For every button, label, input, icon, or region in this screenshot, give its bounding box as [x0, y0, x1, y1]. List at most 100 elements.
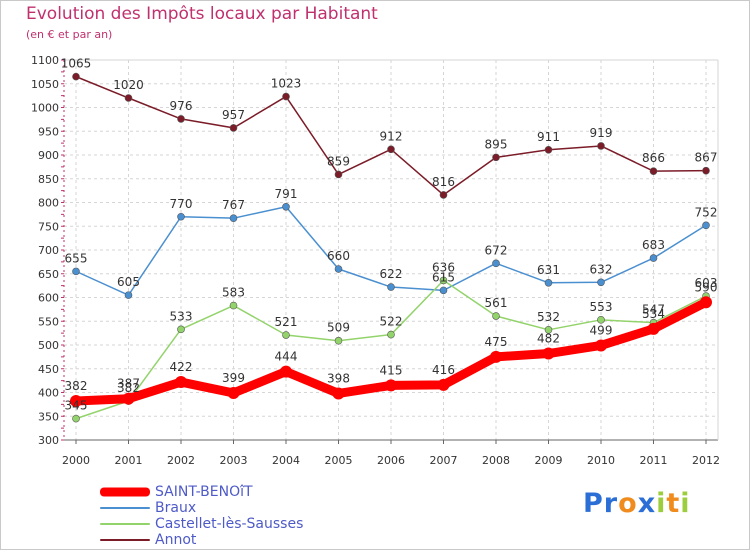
x-tick-label: 2001 — [115, 454, 143, 467]
data-point — [387, 330, 395, 339]
legend-swatch — [100, 487, 150, 497]
y-tick-label: 550 — [38, 315, 59, 328]
data-point — [124, 291, 133, 299]
y-tick-label: 1100 — [31, 54, 59, 67]
data-point — [229, 214, 238, 222]
data-label: 398 — [327, 371, 350, 385]
data-point — [597, 142, 605, 150]
data-point — [229, 124, 238, 132]
logo-letter: t — [666, 488, 681, 519]
data-label: 482 — [537, 332, 560, 346]
data-point — [72, 267, 80, 276]
data-label: 509 — [327, 321, 350, 335]
data-label: 387 — [117, 377, 140, 391]
data-label: 444 — [275, 350, 298, 364]
data-label: 911 — [537, 130, 560, 144]
data-point — [542, 347, 555, 360]
legend-label: SAINT-BENOîT — [155, 484, 253, 500]
data-label: 415 — [380, 363, 403, 377]
data-label: 816 — [432, 175, 455, 189]
data-label: 867 — [695, 151, 718, 165]
data-label: 422 — [170, 360, 193, 374]
data-point — [334, 170, 343, 179]
logo-letter: r — [603, 488, 619, 519]
legend-swatch — [100, 523, 150, 525]
data-point — [385, 379, 397, 392]
x-tick-label: 2008 — [482, 454, 510, 467]
data-point — [597, 316, 605, 324]
data-point — [492, 153, 500, 162]
data-point — [702, 166, 710, 175]
data-label: 345 — [65, 399, 88, 413]
y-tick-label: 650 — [38, 268, 59, 281]
data-point — [280, 365, 292, 378]
x-tick-label: 2000 — [62, 454, 90, 467]
data-label: 605 — [117, 275, 140, 289]
x-tick-label: 2005 — [325, 454, 353, 467]
data-point — [177, 115, 185, 123]
data-point — [439, 286, 448, 295]
data-point — [72, 72, 80, 81]
data-point — [649, 167, 658, 175]
data-label: 499 — [590, 323, 613, 337]
data-label: 919 — [590, 126, 613, 140]
data-point — [490, 350, 502, 363]
data-label: 976 — [170, 99, 193, 113]
data-label: 1023 — [271, 77, 302, 91]
data-label: 866 — [642, 151, 665, 165]
data-point — [177, 212, 185, 221]
data-point — [439, 191, 448, 199]
data-point — [597, 278, 605, 287]
x-tick-label: 2007 — [430, 454, 458, 467]
data-label: 522 — [380, 315, 403, 329]
data-point — [282, 92, 290, 101]
data-label: 416 — [432, 363, 455, 377]
logo-letter: P — [583, 488, 604, 519]
data-label: 767 — [222, 198, 245, 212]
data-labels: 655 605 770 767 791 660 622 615 672 631 632 683 752 3… — [61, 57, 718, 413]
data-point — [544, 145, 553, 154]
data-label: 475 — [485, 335, 508, 349]
y-tick-label: 300 — [38, 434, 59, 447]
legend-label: Braux — [155, 500, 197, 516]
data-point — [647, 322, 660, 335]
data-label: 534 — [642, 307, 665, 321]
data-point — [700, 296, 712, 309]
data-label: 672 — [485, 243, 508, 257]
y-tick-label: 750 — [38, 220, 59, 233]
data-label: 547 — [642, 303, 665, 317]
x-tick-label: 2002 — [167, 454, 195, 467]
data-point — [492, 312, 500, 320]
data-label: 583 — [222, 286, 245, 300]
data-label: 957 — [222, 108, 245, 122]
x-tick-label: 2004 — [272, 454, 300, 467]
y-tick-label: 400 — [38, 387, 59, 400]
data-label: 553 — [590, 300, 613, 314]
x-tick-label: 2006 — [377, 454, 405, 467]
data-label: 632 — [590, 262, 613, 276]
data-point — [387, 283, 395, 291]
data-point — [544, 278, 553, 287]
y-tick-label: 350 — [38, 410, 59, 423]
data-label: 631 — [537, 263, 560, 277]
legend-label: Castellet-lès-Sausses — [155, 516, 304, 532]
data-point — [334, 265, 343, 273]
data-label: 382 — [65, 379, 88, 393]
y-tick-label: 900 — [38, 149, 59, 162]
data-point — [175, 376, 187, 389]
data-label: 859 — [327, 154, 350, 168]
y-tick-label: 950 — [38, 125, 59, 138]
data-label: 382 — [117, 381, 140, 395]
data-label: 521 — [275, 315, 298, 329]
data-point — [334, 336, 343, 345]
data-label: 561 — [485, 296, 508, 310]
data-label: 660 — [327, 249, 350, 263]
data-point — [122, 392, 135, 405]
data-label: 636 — [432, 260, 455, 274]
y-tick-label: 450 — [38, 363, 59, 376]
data-label: 1065 — [61, 57, 92, 71]
data-label: 895 — [485, 137, 508, 151]
logo-letter: i — [656, 488, 667, 519]
